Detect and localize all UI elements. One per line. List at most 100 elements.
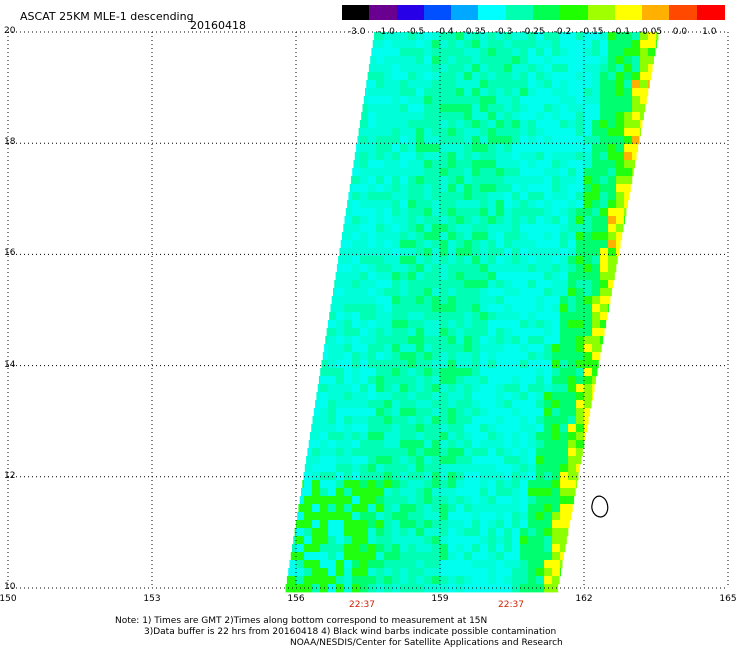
swath-cell: [336, 288, 345, 297]
swath-cell: [584, 336, 593, 345]
swath-cell: [328, 368, 337, 377]
swath-cell: [560, 424, 569, 433]
swath-cell: [384, 312, 393, 321]
swath-cell: [472, 328, 481, 337]
swath-cell: [520, 432, 529, 441]
swath-cell: [568, 320, 577, 329]
swath-cell: [544, 336, 553, 345]
swath-cell: [544, 280, 553, 289]
swath-cell: [592, 256, 601, 265]
swath-cell: [352, 344, 361, 353]
swath-cell: [560, 368, 569, 377]
swath-cell: [344, 456, 353, 465]
swath-cell: [336, 576, 345, 585]
swath-cell: [360, 416, 369, 425]
swath-cell: [544, 344, 553, 353]
swath-cell: [584, 120, 593, 129]
swath-cell: [317, 384, 321, 393]
swath-cell: [400, 480, 409, 489]
swath-cell: [520, 264, 529, 273]
swath-cell: [392, 192, 401, 201]
swath-cell: [568, 200, 577, 209]
swath-cell: [488, 512, 497, 521]
swath-cell: [592, 216, 601, 225]
colorbar-swatch: [342, 5, 370, 20]
measurement-time-label: 22:37: [498, 600, 524, 610]
swath-cell: [392, 224, 401, 233]
swath-cell: [496, 568, 505, 577]
swath-cell: [304, 496, 313, 505]
swath-cell: [504, 72, 513, 81]
swath-cell: [424, 384, 433, 393]
swath-cell: [496, 80, 505, 89]
swath-cell: [328, 400, 337, 409]
swath-cell: [424, 48, 433, 57]
swath-cell: [376, 432, 385, 441]
swath-cell: [352, 240, 361, 249]
swath-cell: [464, 456, 473, 465]
swath-cell: [480, 472, 489, 481]
swath-cell: [624, 184, 631, 193]
swath-cell: [632, 40, 641, 49]
swath-cell: [560, 160, 569, 169]
swath-cell: [528, 176, 537, 185]
swath-cell: [600, 176, 609, 185]
swath-cell: [408, 408, 417, 417]
latitude-label: 16: [4, 248, 16, 259]
swath-cell: [504, 408, 513, 417]
swath-cell: [408, 72, 417, 81]
swath-cell: [568, 56, 577, 65]
swath-cell: [560, 560, 563, 569]
swath-cell: [552, 48, 561, 57]
swath-cell: [352, 360, 361, 369]
swath-cell: [456, 240, 465, 249]
swath-cell: [376, 136, 385, 145]
swath-cell: [528, 248, 537, 257]
swath-cell: [376, 168, 385, 177]
swath-cell: [416, 416, 425, 425]
swath-cell: [384, 552, 393, 561]
swath-cell: [528, 576, 537, 585]
swath-cell: [360, 136, 369, 145]
swath-cell: [496, 520, 505, 529]
swath-cell: [544, 560, 553, 569]
swath-cell: [320, 416, 329, 425]
swath-cell: [488, 320, 497, 329]
swath-cell: [360, 512, 369, 521]
swath-cell: [536, 104, 545, 113]
swath-cell: [496, 352, 505, 361]
swath-cell: [440, 96, 449, 105]
swath-cell: [416, 32, 425, 41]
swath-cell: [368, 280, 377, 289]
swath-cell: [440, 464, 449, 473]
swath-cell: [416, 72, 425, 81]
swath-cell: [448, 112, 457, 121]
swath-cell: [392, 536, 401, 545]
swath-cell: [416, 240, 425, 249]
swath-cell: [568, 328, 577, 337]
swath-cell: [504, 184, 513, 193]
swath-cell: [376, 104, 385, 113]
swath-cell: [328, 568, 337, 577]
swath-cell: [640, 128, 641, 137]
swath-cell: [488, 120, 497, 129]
swath-cell: [448, 120, 457, 129]
swath-cell: [528, 328, 537, 337]
swath-cell: [424, 120, 433, 129]
swath-cell: [536, 168, 545, 177]
swath-cell: [568, 312, 577, 321]
swath-cell: [424, 224, 433, 233]
swath-cell: [448, 472, 457, 481]
swath-cell: [360, 280, 369, 289]
note-line-2: 3)Data buffer is 22 hrs from 20160418 4)…: [144, 627, 557, 637]
swath-cell: [520, 232, 529, 241]
swath-cell: [464, 288, 473, 297]
swath-cell: [360, 432, 369, 441]
swath-cell: [520, 544, 529, 553]
swath-cell: [464, 400, 473, 409]
swath-cell: [568, 224, 577, 233]
swath-cell: [496, 504, 505, 513]
swath-cell: [384, 544, 393, 553]
swath-cell: [576, 384, 585, 393]
latitude-label: 12: [4, 470, 16, 481]
